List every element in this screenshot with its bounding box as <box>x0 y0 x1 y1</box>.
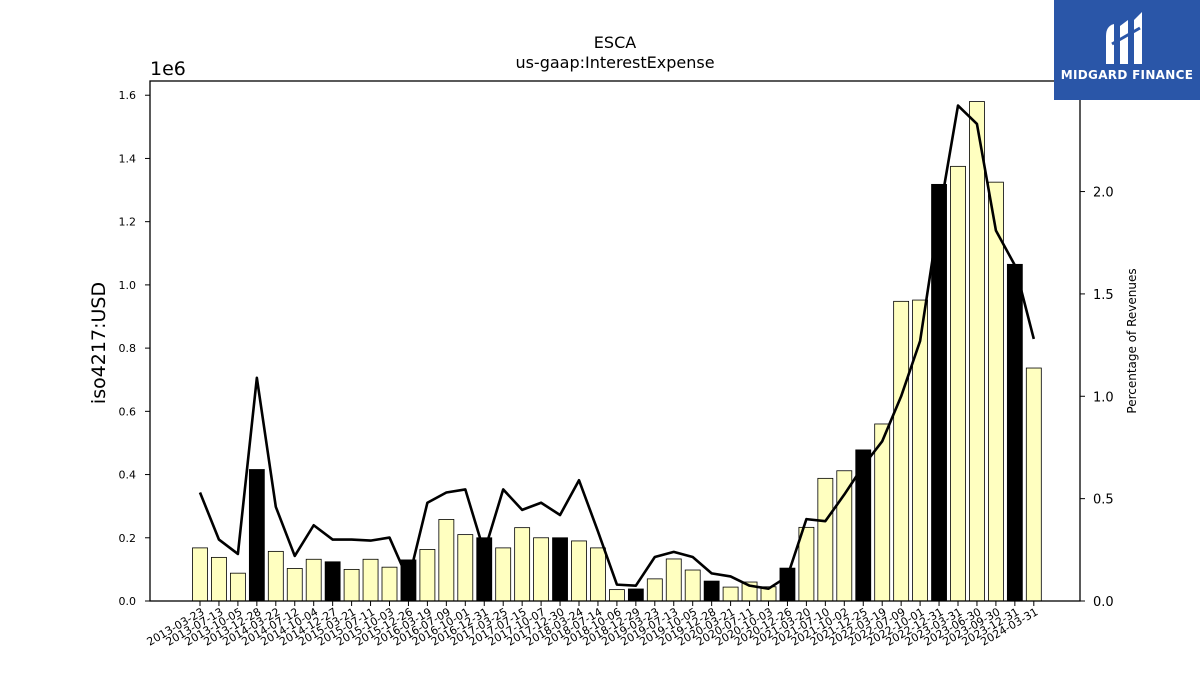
percentage-line <box>198 104 1036 591</box>
bar-2022-03-19 <box>874 423 891 602</box>
bar-2019-03-23 <box>646 578 663 602</box>
y-tick-label: 0.4 <box>119 469 137 482</box>
bar-2017-07-15 <box>514 527 531 602</box>
y2-tick-label: 1.0 <box>1093 390 1114 405</box>
line-group <box>198 104 1036 591</box>
bar-2018-12-29 <box>627 588 644 602</box>
bar-2019-10-05 <box>684 569 701 602</box>
y-scale-label: 1e6 <box>150 58 186 80</box>
bar-2013-03-23 <box>192 547 208 602</box>
y2-axis-label: Percentage of Revenues <box>1125 268 1139 413</box>
midgard-finance-logo: MIDGARD FINANCE <box>1054 0 1200 100</box>
bar-2019-07-13 <box>665 558 682 602</box>
y2-tick-label: 2.0 <box>1093 186 1114 201</box>
bar-2023-12-31 <box>1006 263 1023 602</box>
bar-2014-07-12 <box>286 568 303 602</box>
y2-tick-label: 1.5 <box>1093 288 1114 303</box>
bar-2016-03-19 <box>419 549 436 602</box>
bar-2024-03-31 <box>1025 367 1042 602</box>
x-ticks-group: 2013-03-232013-07-132013-10-052013-12-28… <box>145 601 1040 649</box>
y-tick-label: 0.0 <box>119 595 137 608</box>
bar-2013-12-28 <box>248 469 265 602</box>
bar-2022-10-01 <box>912 299 928 602</box>
bar-2023-06-30 <box>969 101 985 602</box>
bar-2017-12-30 <box>552 537 568 602</box>
bar-2018-10-06 <box>609 589 625 602</box>
logo-text: MIDGARD FINANCE <box>1060 68 1194 82</box>
y2-tick-label: 0.5 <box>1093 493 1114 508</box>
y-ticks-group: 0.0 0.2 0.4 0.6 0.8 1.0 1.2 1.4 1.6 <box>119 89 150 608</box>
axes-group <box>149 80 1081 602</box>
bar-2020-03-21 <box>722 586 739 602</box>
bar-2019-12-28 <box>703 580 720 602</box>
y-tick-label: 1.6 <box>119 89 137 102</box>
y-tick-label: 1.4 <box>119 152 137 165</box>
bar-2021-07-10 <box>817 477 834 602</box>
bar-2015-07-11 <box>362 558 379 602</box>
bar-2014-03-22 <box>267 550 284 602</box>
chart-subtitle: us-gaap:InterestExpense <box>515 53 714 72</box>
y-tick-label: 0.6 <box>119 405 137 418</box>
y-axis-label: iso4217:USD <box>88 282 110 404</box>
bar-2022-07-09 <box>893 300 910 602</box>
bar-2014-10-04 <box>305 558 322 602</box>
bar-2018-03-24 <box>571 540 587 602</box>
bar-2016-10-01 <box>457 534 474 602</box>
bar-2015-03-21 <box>343 568 360 602</box>
logo-mark-icon <box>1106 12 1142 64</box>
bar-2013-07-13 <box>211 556 227 602</box>
y2-tick-label: 0.0 <box>1093 595 1114 610</box>
bar-2021-10-02 <box>836 470 853 602</box>
y-tick-label: 1.2 <box>119 216 137 229</box>
y-tick-label: 0.2 <box>119 532 137 545</box>
y-tick-label: 1.0 <box>119 279 137 292</box>
bar-2023-09-30 <box>988 181 1004 602</box>
bar-2017-03-25 <box>495 547 512 602</box>
bar-2014-12-27 <box>324 561 341 602</box>
bar-2018-07-14 <box>590 547 606 602</box>
bars-group <box>192 101 1042 602</box>
bar-2016-07-09 <box>438 519 455 602</box>
bar-2013-10-05 <box>229 572 246 602</box>
y2-ticks-group: 0.0 0.5 1.0 1.5 2.0 <box>1080 186 1114 610</box>
bar-2023-03-31 <box>950 165 966 602</box>
chart-title: ESCA <box>594 33 636 52</box>
bar-2015-10-03 <box>381 566 398 602</box>
bar-2017-10-07 <box>533 537 549 602</box>
plot-frame <box>149 80 1081 602</box>
y-tick-label: 0.8 <box>119 342 137 355</box>
bar-2016-12-31 <box>476 537 493 602</box>
